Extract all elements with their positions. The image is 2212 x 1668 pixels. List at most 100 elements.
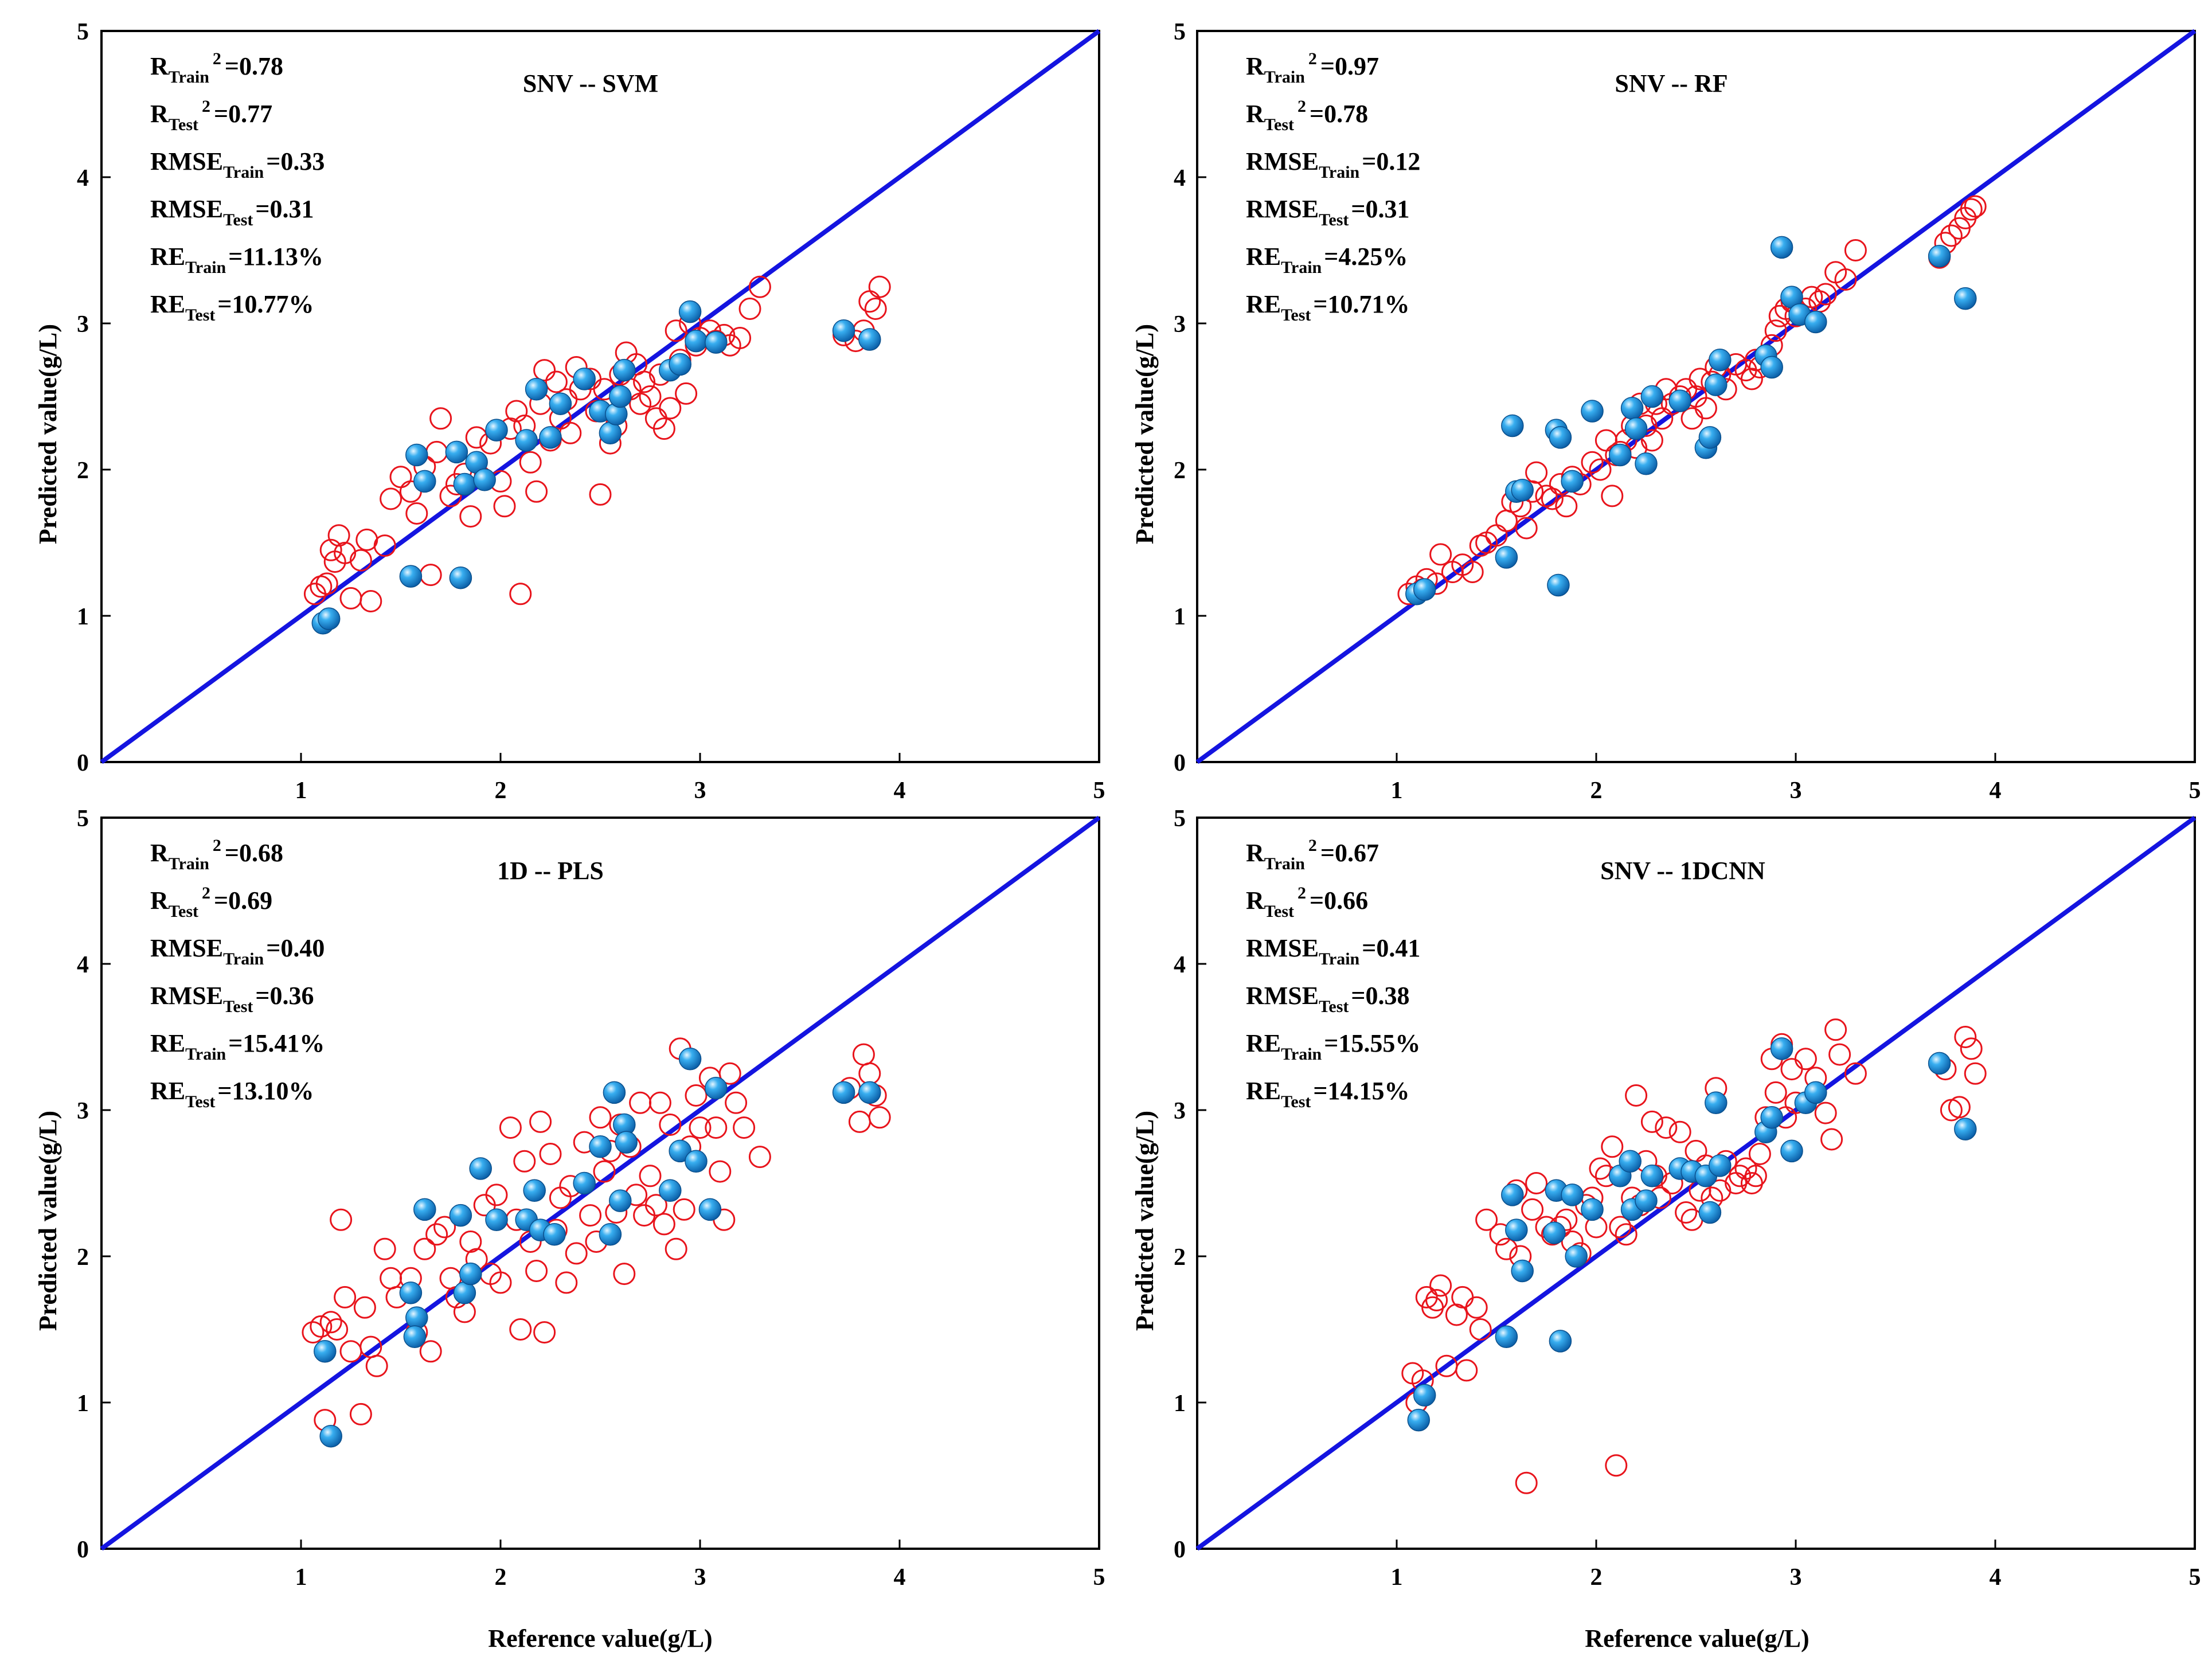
test-point xyxy=(314,1340,337,1363)
train-point xyxy=(729,327,752,349)
test-point xyxy=(1581,400,1604,423)
train-point xyxy=(613,1263,636,1286)
train-point xyxy=(373,534,396,557)
test-point xyxy=(1549,426,1572,449)
train-point xyxy=(1744,1165,1767,1187)
train-point xyxy=(685,1084,708,1107)
train-point xyxy=(493,495,516,518)
reference-line xyxy=(100,29,1101,764)
test-point xyxy=(1549,1330,1572,1353)
stat-r2-test: RTest2 =0.77 xyxy=(150,97,272,134)
y-tick-labels: 0 1 2 3 4 5 xyxy=(77,19,89,776)
x-tick-label: 5 xyxy=(1093,1564,1105,1591)
x-tick-label: 3 xyxy=(1790,1564,1802,1591)
train-point xyxy=(359,590,382,612)
y-tick-label: 3 xyxy=(77,1098,89,1124)
train-point xyxy=(310,1315,333,1338)
test-point xyxy=(485,1208,508,1232)
x-tick-label: 4 xyxy=(894,778,906,804)
y-tick-label: 0 xyxy=(1174,1537,1186,1563)
train-point xyxy=(639,1165,662,1187)
y-tick-label: 4 xyxy=(1174,165,1186,192)
train-point xyxy=(1640,1110,1663,1133)
test-point xyxy=(403,1325,427,1349)
test-point xyxy=(599,421,622,445)
stat-rmse-train: RMSETrain=0.41 xyxy=(1246,934,1420,968)
test-point xyxy=(603,1081,626,1104)
stat-rmse-test: RMSETest=0.31 xyxy=(1246,195,1409,229)
test-point xyxy=(549,392,572,415)
x-tick-label: 2 xyxy=(1590,778,1603,804)
train-point xyxy=(1948,1096,1971,1119)
train-point xyxy=(1581,451,1604,474)
train-point xyxy=(315,572,338,595)
train-point xyxy=(1555,495,1578,518)
test-point xyxy=(1640,1165,1664,1187)
test-point xyxy=(1561,470,1584,493)
train-point xyxy=(1521,1198,1544,1221)
test-point xyxy=(1511,1259,1534,1283)
test-point xyxy=(399,1282,423,1304)
y-tick-label: 0 xyxy=(77,1537,89,1563)
test-point xyxy=(1511,478,1534,502)
tick-marks xyxy=(101,176,901,762)
x-tick-labels: 1 2 3 4 5 xyxy=(295,778,1105,804)
test-point xyxy=(1565,1245,1588,1268)
test-point xyxy=(405,443,428,467)
stats-block: RTrain2 =0.78 RTest2 =0.77 RMSETrain=0.33 … xyxy=(150,49,325,325)
test-point xyxy=(698,1198,722,1221)
train-point xyxy=(302,1321,325,1344)
stat-rmse-train: RMSETrain=0.12 xyxy=(1246,147,1420,182)
test-point xyxy=(573,1171,596,1195)
stat-re-test: RETest=14.15% xyxy=(1246,1077,1409,1111)
test-point xyxy=(1407,1408,1431,1432)
train-point xyxy=(334,1286,357,1308)
test-point xyxy=(609,1189,632,1212)
test-point xyxy=(413,1198,436,1221)
test-point xyxy=(1709,1154,1732,1177)
stats-block: RTrain2 =0.97 RTest2 =0.78 RMSETrain=0.12 … xyxy=(1246,49,1420,325)
x-tick-label: 5 xyxy=(2189,778,2201,804)
stat-rmse-test: RMSETest=0.31 xyxy=(150,195,314,229)
train-point xyxy=(725,1091,748,1114)
train-point xyxy=(1555,1208,1578,1231)
test-point xyxy=(1620,397,1644,420)
train-point xyxy=(1844,239,1867,261)
y-tick-labels: 0 1 2 3 4 5 xyxy=(1174,806,1186,1563)
test-point xyxy=(525,378,548,401)
train-point xyxy=(505,400,528,423)
stats-block: RTrain2 =0.67 RTest2 =0.66 RMSETrain=0.41 … xyxy=(1246,836,1420,1111)
train-point xyxy=(864,298,887,320)
train-point xyxy=(1495,1237,1518,1260)
test-point xyxy=(413,470,436,493)
x-tick-label: 1 xyxy=(1391,778,1403,804)
stat-r2-test: RTest2 =0.78 xyxy=(1246,97,1368,134)
test-point xyxy=(317,607,341,630)
train-point xyxy=(330,1208,353,1231)
y-tick-label: 1 xyxy=(77,604,89,630)
train-point xyxy=(665,319,687,342)
test-point xyxy=(678,300,702,323)
test-point xyxy=(1543,1221,1566,1244)
train-point xyxy=(1960,1037,1983,1060)
train-point xyxy=(589,483,612,506)
stat-re-train: RETrain=4.25% xyxy=(1246,243,1408,277)
train-point xyxy=(1589,1157,1612,1180)
panel-title: SNV -- RF xyxy=(1615,69,1728,97)
train-point xyxy=(1465,1296,1488,1319)
test-point xyxy=(1413,1384,1436,1407)
test-point xyxy=(1698,1201,1722,1224)
train-point xyxy=(868,1106,891,1129)
y-tick-label: 3 xyxy=(77,311,89,338)
y-tick-label: 2 xyxy=(1174,1244,1186,1271)
y-tick-labels: 0 1 2 3 4 5 xyxy=(77,806,89,1563)
train-point xyxy=(1475,1208,1498,1231)
test-point xyxy=(573,368,596,390)
train-point xyxy=(565,1242,588,1265)
x-tick-label: 2 xyxy=(495,778,507,804)
test-point xyxy=(1770,236,1793,259)
train-point xyxy=(326,1318,349,1341)
train-point xyxy=(718,1062,741,1085)
y-axis-label: Predicted value(g/L) xyxy=(34,1111,62,1331)
